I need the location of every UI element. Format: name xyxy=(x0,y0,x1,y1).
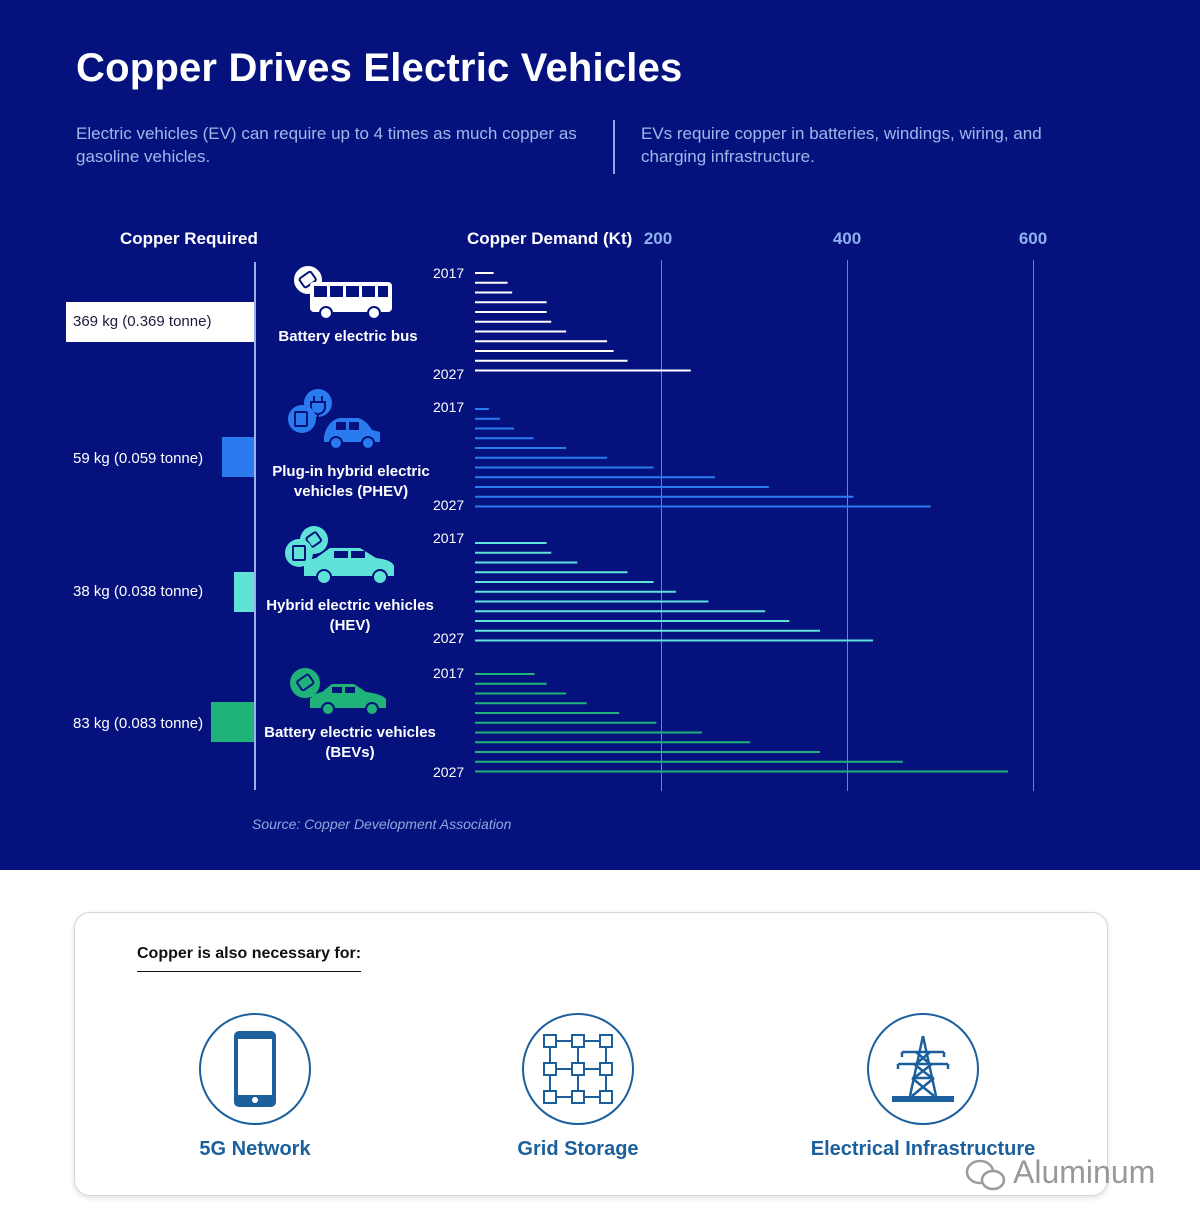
intro-text-left: Electric vehicles (EV) can require up to… xyxy=(76,124,577,166)
page-title: Copper Drives Electric Vehicles xyxy=(76,46,683,90)
intro-text-right: EVs require copper in batteries, winding… xyxy=(641,124,1042,166)
grid-storage-icon-circle xyxy=(522,1013,634,1125)
also-necessary-card: Copper is also necessary for: 5G Network… xyxy=(74,912,1108,1196)
gridline-400 xyxy=(847,260,848,791)
intro-divider xyxy=(613,120,615,174)
required-label-bev: 83 kg (0.083 tonne) xyxy=(73,715,204,732)
required-label-bus: 369 kg (0.369 tonne) xyxy=(73,313,212,330)
axis-tick-600: 600 xyxy=(1018,229,1048,248)
use-grid-storage: Grid Storage xyxy=(448,1013,708,1161)
copper-required-axis xyxy=(254,262,256,790)
bus-icon xyxy=(292,264,392,320)
label-5g-network: 5G Network xyxy=(199,1138,311,1160)
required-bar-bus xyxy=(66,302,254,342)
required-label-hev: 38 kg (0.038 tonne) xyxy=(73,583,204,600)
year-end-bev: 2027 xyxy=(433,764,465,780)
axis-tick-400: 400 xyxy=(832,229,862,248)
year-start-bus: 2017 xyxy=(433,265,465,281)
year-start-hev: 2017 xyxy=(433,530,465,546)
year-end-hev: 2027 xyxy=(433,630,465,646)
bev-car-icon xyxy=(290,668,386,716)
use-5g-network: 5G Network xyxy=(125,1013,385,1161)
year-start-phev: 2017 xyxy=(433,399,465,415)
watermark-text: Aluminum xyxy=(1013,1154,1156,1190)
also-necessary-heading: Copper is also necessary for: xyxy=(137,945,362,972)
infographic-panel: Copper Drives Electric Vehicles Electric… xyxy=(0,0,1200,870)
use-electrical-infrastructure: Electrical Infrastructure xyxy=(793,1013,1053,1161)
transmission-tower-icon-circle xyxy=(867,1013,979,1125)
required-bar-bev xyxy=(211,702,254,742)
label-electrical-infrastructure: Electrical Infrastructure xyxy=(810,1138,1036,1160)
gridline-200 xyxy=(661,260,662,791)
hev-car-icon xyxy=(285,526,394,585)
copper-required-header: Copper Required xyxy=(120,229,258,248)
category-label-bus: Battery electric bus xyxy=(278,328,418,345)
phev-car-icon xyxy=(288,389,380,450)
category-label-bev: Battery electric vehicles (BEVs) xyxy=(264,724,436,761)
category-label-hev: Hybrid electric vehicles (HEV) xyxy=(266,597,434,634)
axis-tick-200: 200 xyxy=(643,229,673,248)
category-label-phev: Plug-in hybrid electric vehicles (PHEV) xyxy=(272,463,430,500)
required-label-phev: 59 kg (0.059 tonne) xyxy=(73,450,204,467)
grid-storage-icon xyxy=(543,1034,613,1104)
smartphone-icon xyxy=(234,1031,276,1107)
gridline-600 xyxy=(1033,260,1034,791)
watermark: Aluminum xyxy=(965,1154,1155,1192)
source-note: Source: Copper Development Association xyxy=(252,816,512,832)
required-bar-phev xyxy=(222,437,254,477)
transmission-tower-icon xyxy=(892,1035,954,1102)
chat-bubble-icon xyxy=(965,1159,1006,1190)
required-bar-hev xyxy=(234,572,254,612)
smartphone-icon-circle xyxy=(199,1013,311,1125)
year-end-bus: 2027 xyxy=(433,366,465,382)
year-end-phev: 2027 xyxy=(433,497,465,513)
copper-demand-chart xyxy=(475,272,1008,773)
copper-demand-header: Copper Demand (Kt) xyxy=(467,229,633,248)
label-grid-storage: Grid Storage xyxy=(517,1138,639,1160)
year-start-bev: 2017 xyxy=(433,665,465,681)
